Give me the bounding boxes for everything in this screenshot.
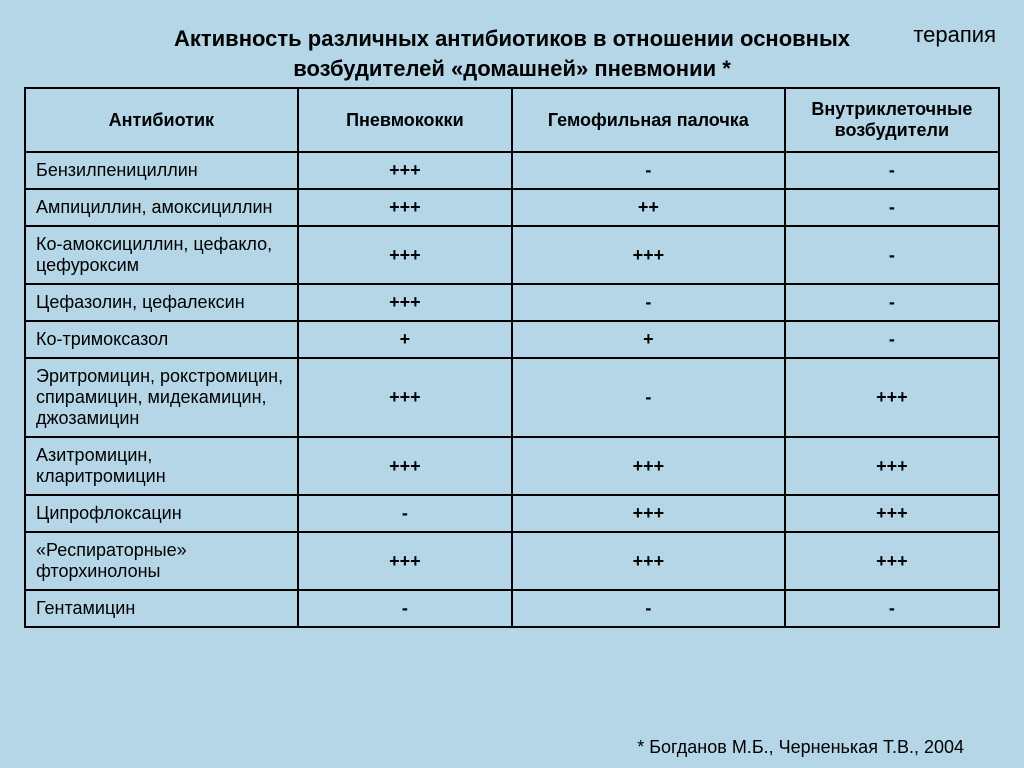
activity-value: +++ (298, 152, 512, 189)
title-line-2: возбудителей «домашней» пневмонии * (293, 56, 731, 81)
antibiotic-name: Эритромицин, рокстромицин, спирамицин, м… (25, 358, 298, 437)
activity-value: - (785, 189, 999, 226)
activity-value: +++ (298, 532, 512, 590)
activity-value: - (512, 358, 785, 437)
antibiotic-name: Ципрофлоксацин (25, 495, 298, 532)
antibiotic-name: Ко-тримоксазол (25, 321, 298, 358)
activity-value: + (512, 321, 785, 358)
title-line-1: Активность различных антибиотиков в отно… (174, 26, 850, 51)
activity-value: +++ (298, 189, 512, 226)
activity-value: +++ (785, 495, 999, 532)
activity-value: +++ (512, 226, 785, 284)
activity-value: +++ (512, 532, 785, 590)
activity-value: - (785, 152, 999, 189)
col-header-pneumococci: Пневмококки (298, 88, 512, 152)
activity-value: - (785, 226, 999, 284)
activity-value: +++ (785, 532, 999, 590)
antibiotic-name: Гентамицин (25, 590, 298, 627)
antibiotic-name: Цефазолин, цефалексин (25, 284, 298, 321)
col-header-antibiotic: Антибиотик (25, 88, 298, 152)
activity-value: - (785, 321, 999, 358)
table-row: Цефазолин, цефалексин +++ - - (25, 284, 999, 321)
activity-value: - (512, 152, 785, 189)
activity-value: - (298, 590, 512, 627)
table-row: Ампициллин, амоксициллин +++ ++ - (25, 189, 999, 226)
antibiotic-name: Азитромицин, кларитромицин (25, 437, 298, 495)
activity-value: - (512, 284, 785, 321)
table-row: Ко-амоксициллин, цефакло, цефуроксим +++… (25, 226, 999, 284)
table-row: Эритромицин, рокстромицин, спирамицин, м… (25, 358, 999, 437)
activity-value: +++ (785, 358, 999, 437)
col-header-haemophilus: Гемофильная палочка (512, 88, 785, 152)
table-row: Бензилпенициллин +++ - - (25, 152, 999, 189)
table-row: Ко-тримоксазол + + - (25, 321, 999, 358)
antibiotic-activity-table: Антибиотик Пневмококки Гемофильная палоч… (24, 87, 1000, 628)
table-body: Бензилпенициллин +++ - - Ампициллин, амо… (25, 152, 999, 627)
activity-value: +++ (785, 437, 999, 495)
section-label: терапия (913, 22, 996, 48)
activity-value: - (785, 284, 999, 321)
table-row: Ципрофлоксацин - +++ +++ (25, 495, 999, 532)
activity-value: - (298, 495, 512, 532)
activity-value: ++ (512, 189, 785, 226)
activity-value: +++ (298, 358, 512, 437)
activity-value: +++ (298, 226, 512, 284)
table-row: «Респираторные» фторхинолоны +++ +++ +++ (25, 532, 999, 590)
antibiotic-name: Ампициллин, амоксициллин (25, 189, 298, 226)
page-title: Активность различных антибиотиков в отно… (0, 0, 1024, 87)
table-header-row: Антибиотик Пневмококки Гемофильная палоч… (25, 88, 999, 152)
activity-value: +++ (512, 495, 785, 532)
activity-value: +++ (298, 284, 512, 321)
activity-value: +++ (298, 437, 512, 495)
col-header-intracellular: Внутриклеточные возбудители (785, 88, 999, 152)
activity-value: - (785, 590, 999, 627)
antibiotic-name: «Респираторные» фторхинолоны (25, 532, 298, 590)
activity-value: - (512, 590, 785, 627)
antibiotic-name: Ко-амоксициллин, цефакло, цефуроксим (25, 226, 298, 284)
activity-value: + (298, 321, 512, 358)
table-container: Антибиотик Пневмококки Гемофильная палоч… (0, 87, 1024, 628)
table-row: Азитромицин, кларитромицин +++ +++ +++ (25, 437, 999, 495)
activity-value: +++ (512, 437, 785, 495)
antibiotic-name: Бензилпенициллин (25, 152, 298, 189)
table-row: Гентамицин - - - (25, 590, 999, 627)
source-footnote: * Богданов М.Б., Черненькая Т.В., 2004 (637, 737, 964, 758)
